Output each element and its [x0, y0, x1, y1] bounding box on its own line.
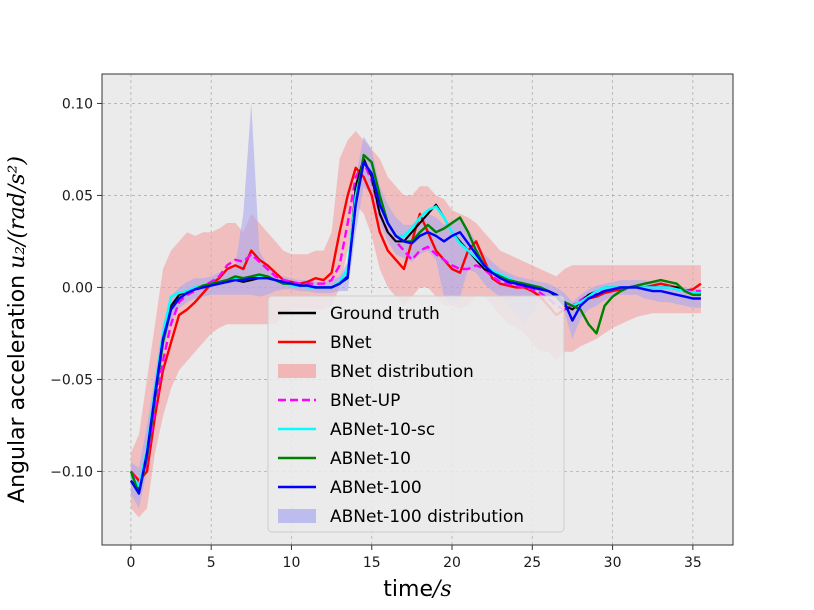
plot-frame: [101, 73, 734, 546]
y-axis-ticks: −0.10 −0.05 0.00 0.05 0.10: [50, 96, 102, 480]
legend-swatch-abnet-100-dist: [278, 509, 316, 523]
distribution-bands: [130, 103, 701, 518]
series-abnet-100: [129, 161, 701, 495]
y-tick-label-1: −0.05: [50, 372, 93, 388]
band-bnet-dist: [130, 131, 701, 518]
x-tick-label-4: 20: [443, 555, 461, 571]
x-tick-label-1: 5: [207, 555, 216, 571]
x-axis-label: time/s: [383, 577, 451, 602]
legend-box: [267, 295, 565, 533]
y-axis-label: Angular acceleration u₂/(rad/s²): [5, 156, 30, 503]
legend-label-abnet-10-sc: ABNet-10-sc: [330, 420, 435, 440]
legend-label-bnet-up: BNet-UP: [330, 391, 400, 411]
x-tick-label-7: 35: [684, 555, 702, 571]
legend: Ground truth BNet BNet distribution BNet-UP…: [267, 295, 565, 533]
x-tick-label-6: 30: [604, 555, 622, 571]
y-axis-label-text: Angular acceleration: [5, 275, 30, 503]
legend-label-ground-truth: Ground truth: [330, 304, 440, 324]
x-axis-label-unit: /s: [431, 577, 452, 602]
series-abnet-10: [129, 153, 701, 495]
y-tick-label-2: 0.00: [62, 280, 93, 296]
y-tick-label-3: 0.05: [62, 188, 93, 204]
series-lines: [129, 153, 702, 495]
y-tick-label-4: 0.10: [62, 96, 93, 112]
legend-label-abnet-100-dist: ABNet-100 distribution: [330, 507, 524, 527]
y-tick-label-0: −0.10: [50, 464, 93, 480]
legend-label-abnet-10: ABNet-10: [330, 449, 411, 469]
legend-label-abnet-100: ABNet-100: [330, 478, 422, 498]
x-tick-label-5: 25: [523, 555, 541, 571]
x-tick-label-3: 15: [363, 555, 381, 571]
legend-label-bnet: BNet: [330, 333, 372, 353]
y-axis-label-unit: u₂/(rad/s²): [5, 156, 30, 269]
x-tick-label-2: 10: [283, 555, 301, 571]
band-abnet-100-dist: [130, 103, 701, 509]
x-axis-label-text: time: [383, 577, 433, 602]
x-axis-ticks: 0 5 10 15 20 25 30 35: [126, 545, 702, 571]
x-tick-label-0: 0: [126, 555, 135, 571]
legend-swatch-bnet-dist: [278, 364, 316, 378]
legend-label-bnet-dist: BNet distribution: [330, 362, 474, 382]
